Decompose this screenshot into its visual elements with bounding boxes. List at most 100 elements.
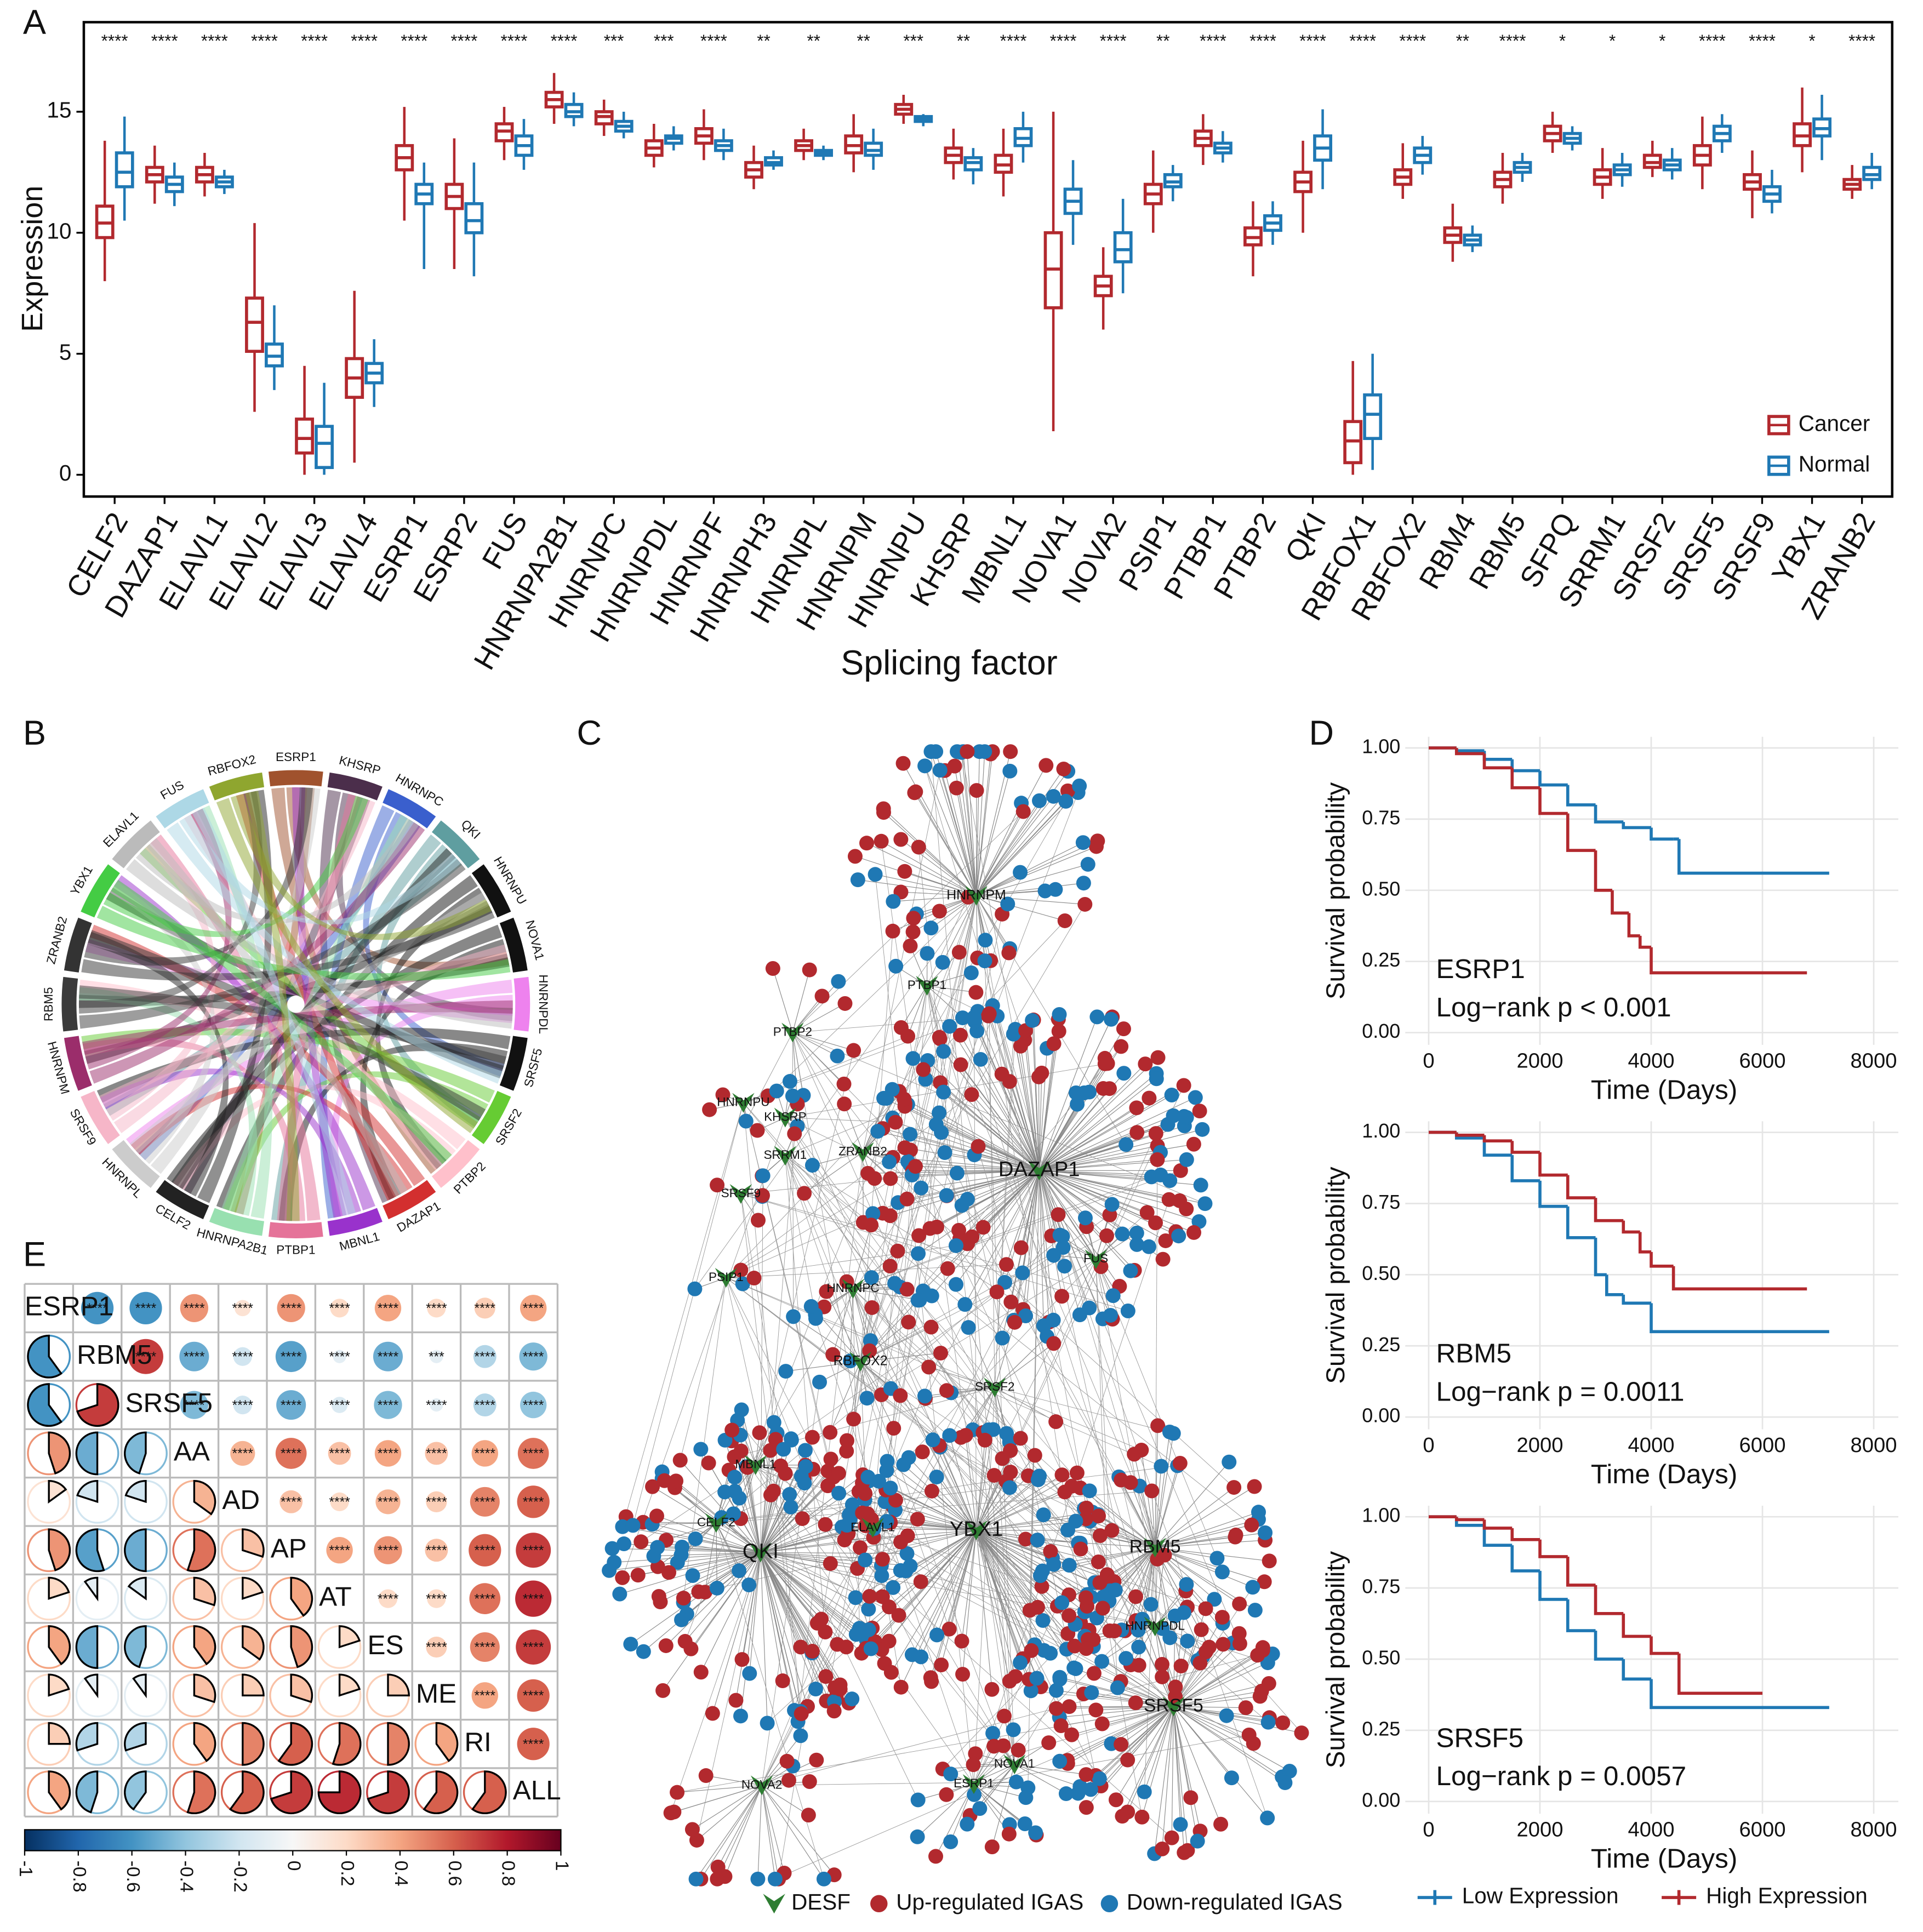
igas-node [808,1682,823,1697]
edge [975,1530,992,1690]
corr-circle [129,1291,162,1324]
igas-node [797,1443,813,1458]
edge [950,1706,1174,1774]
igas-node [787,1126,802,1141]
edge [976,1530,1088,1595]
edge [1155,1512,1259,1548]
corr-circle [328,1442,351,1465]
igas-node [1035,1613,1051,1628]
igas-node [963,965,979,981]
edge [1038,1078,1157,1171]
igas-node [705,1706,720,1721]
corr-stars: **** [475,1592,496,1607]
igas-node [607,1554,622,1570]
y-tick-label: 0.75 [1362,1191,1400,1213]
edge [1095,1259,1223,1573]
edge [908,985,928,1037]
igas-node [864,1300,880,1315]
edge [1038,1085,1184,1171]
igas-node [1034,1579,1049,1594]
edge [910,895,977,1165]
igas-node [888,958,904,974]
edge [1014,1639,1088,1765]
igas-node [1154,1459,1169,1474]
igas-node [1155,1669,1170,1684]
corr-circle [277,1294,305,1323]
igas-node [1030,1533,1045,1548]
edge [1071,1706,1174,1735]
corr-circle [517,1485,550,1518]
edge [792,1032,838,1056]
diag-label: ES [368,1630,404,1660]
annotation: Log−rank p < 0.001 [1436,992,1671,1022]
chord-ribbon [103,796,368,938]
igas-node [934,1657,949,1673]
km-step [1482,1135,1513,1143]
igas-node [958,1428,973,1443]
km-step [1650,1251,1674,1268]
edge [976,1530,1038,1608]
igas-node [831,1485,847,1501]
igas-node [804,1430,820,1445]
igas-node [1077,1210,1093,1226]
igas-node [778,1364,794,1379]
km-step [1566,1206,1596,1239]
pie [423,1770,459,1814]
igas-node [1092,1528,1108,1544]
corr-stars: **** [281,1495,302,1510]
desf-node [705,1513,728,1533]
igas-node [893,1388,908,1403]
x-tick-label: 4000 [1628,1433,1675,1457]
edge [855,856,977,896]
edge [883,1098,1174,1707]
corr-circle [179,1341,209,1371]
chord-arc [499,1036,528,1091]
igas-node [1034,1065,1049,1081]
igas-node [923,921,939,936]
igas-node [1157,1547,1172,1563]
significance: **** [251,31,278,50]
edge [853,1288,1184,1613]
igas-node [669,1473,684,1489]
edge [1173,1706,1222,1825]
igas-node [1079,1767,1094,1782]
corr-circle [375,1489,401,1514]
igas-node [688,1531,703,1546]
edge [1155,1626,1176,1687]
igas-node [973,1051,988,1067]
igas-node [920,946,935,961]
corr-circle [473,1393,497,1417]
edge [760,1474,863,1553]
igas-node [1107,1623,1122,1638]
chord-ribbon [79,985,506,1070]
igas-node [972,1801,988,1816]
edge [975,771,1011,896]
igas-node [1207,1592,1222,1607]
edge [1173,1706,1254,1744]
edge [740,1465,756,1519]
desf-label: PSIP1 [709,1270,744,1284]
corr-circle [128,1339,163,1374]
igas-node [1072,1779,1088,1794]
igas-node [886,894,901,909]
igas-node [874,833,889,849]
corr-stars: **** [426,1641,447,1655]
desf-label: MBNL1 [735,1457,776,1471]
panel-label: B [23,714,46,752]
chord-ribbon [88,930,486,1121]
edge [853,1225,872,1289]
pie [471,1770,507,1814]
pie [387,1722,410,1766]
igas-node [1120,1804,1135,1820]
edge [875,874,977,896]
igas-node [1095,1589,1111,1604]
igas-node [814,988,830,1004]
corr-stars: **** [475,1350,496,1365]
edge [760,1552,835,1711]
igas-node [859,1391,875,1406]
edge [915,791,977,896]
igas-node [905,924,921,940]
pie [83,1576,99,1602]
edge [975,1440,985,1530]
desf-label: SRSF2 [975,1380,1014,1393]
